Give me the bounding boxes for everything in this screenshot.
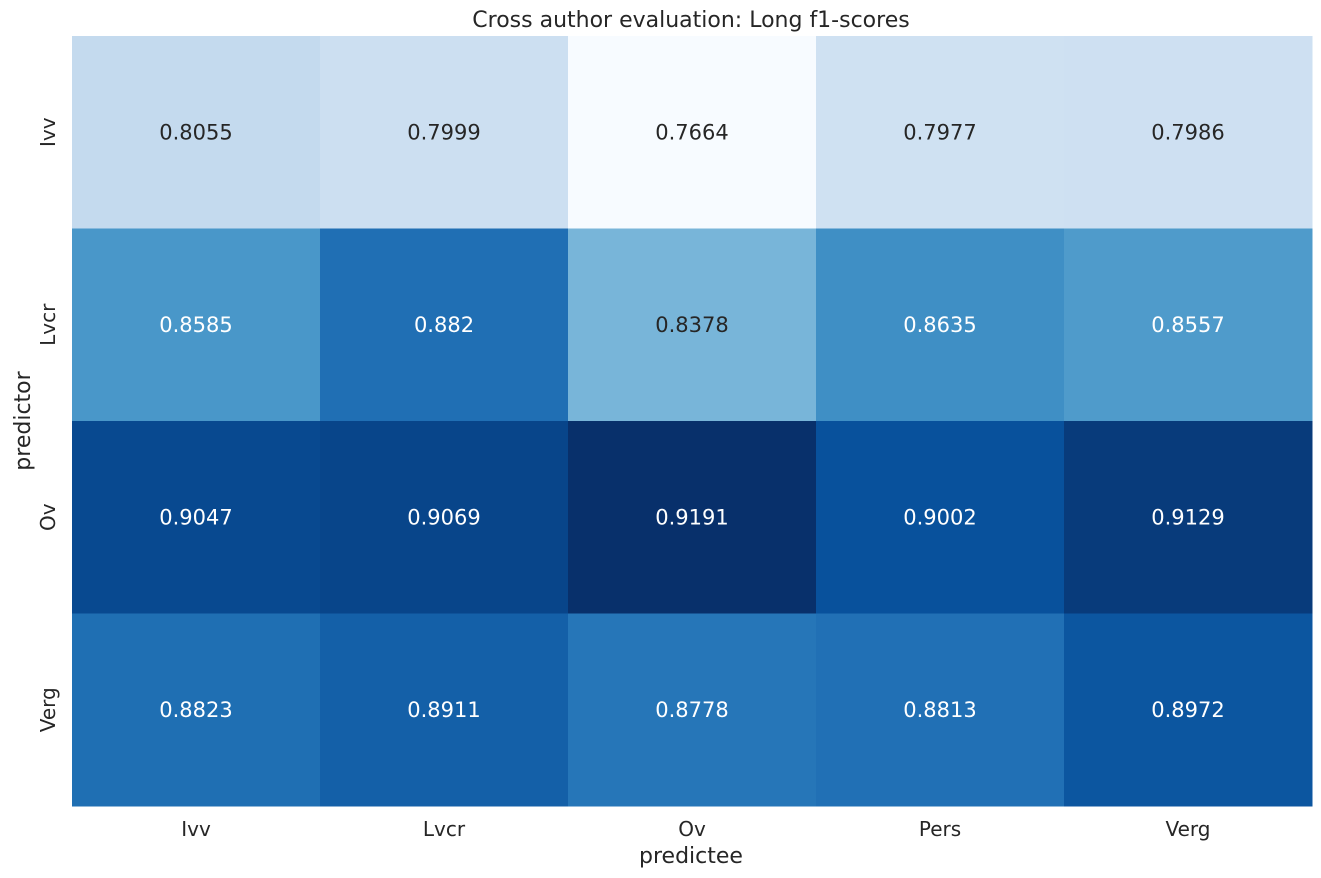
cell-value-label-1-1: 0.882 xyxy=(414,313,474,337)
heatmap-cell-1-3 xyxy=(816,228,1065,422)
cell-value-label-2-0: 0.9047 xyxy=(159,505,232,529)
cell-value-label-2-1: 0.9069 xyxy=(407,505,480,529)
y-tick-label-0: Ivv xyxy=(36,117,60,147)
x-axis-ticks: Ivv Lvcr Ov Pers Verg xyxy=(181,817,1210,841)
y-axis-label: predictor xyxy=(11,370,36,470)
cell-value-label-0-1: 0.7999 xyxy=(407,120,480,144)
heatmap-cell-0-2 xyxy=(568,36,817,229)
x-axis-label: predictee xyxy=(639,844,743,869)
cell-value-label-1-4: 0.8557 xyxy=(1151,313,1224,337)
x-tick-label-4: Verg xyxy=(1166,817,1211,841)
cell-value-label-2-4: 0.9129 xyxy=(1151,505,1224,529)
heatmap-cell-3-2 xyxy=(568,613,817,807)
cell-value-label-3-3: 0.8813 xyxy=(903,698,976,722)
x-tick-label-3: Pers xyxy=(919,817,961,841)
heatmap-cell-2-3 xyxy=(816,421,1065,614)
heatmap-cell-1-2 xyxy=(568,228,817,422)
cell-value-label-3-4: 0.8972 xyxy=(1151,698,1224,722)
y-tick-label-3: Verg xyxy=(36,687,60,732)
cell-value-label-3-1: 0.8911 xyxy=(407,698,480,722)
heatmap-cell-2-1 xyxy=(320,421,569,614)
x-tick-label-2: Ov xyxy=(678,817,706,841)
heatmap-cell-0-4 xyxy=(1064,36,1313,229)
cell-value-label-0-4: 0.7986 xyxy=(1151,120,1224,144)
heatmap-cell-3-0 xyxy=(72,613,321,807)
heatmap-cell-0-1 xyxy=(320,36,569,229)
x-tick-label-0: Ivv xyxy=(181,817,211,841)
y-tick-label-1: Lvcr xyxy=(36,303,60,346)
cell-value-label-3-0: 0.8823 xyxy=(159,698,232,722)
heatmap-cell-2-2 xyxy=(568,421,817,614)
heatmap-cell-0-3 xyxy=(816,36,1065,229)
cell-value-label-1-0: 0.8585 xyxy=(159,313,232,337)
cell-value-label-1-3: 0.8635 xyxy=(903,313,976,337)
y-axis-ticks: Ivv Lvcr Ov Verg xyxy=(36,117,60,732)
heatmap-cell-1-4 xyxy=(1064,228,1313,422)
heatmap-cell-3-4 xyxy=(1064,613,1313,807)
cell-value-label-0-2: 0.7664 xyxy=(655,120,728,144)
heatmap-cell-2-4 xyxy=(1064,421,1313,614)
heatmap-cell-3-3 xyxy=(816,613,1065,807)
heatmap-cell-1-0 xyxy=(72,228,321,422)
heatmap-cell-0-0 xyxy=(72,36,321,229)
y-tick-label-2: Ov xyxy=(36,503,60,531)
x-tick-label-1: Lvcr xyxy=(423,817,466,841)
heatmap-cell-1-1 xyxy=(320,228,569,422)
cell-value-label-0-0: 0.8055 xyxy=(159,120,232,144)
cell-value-label-3-2: 0.8778 xyxy=(655,698,728,722)
cell-value-label-1-2: 0.8378 xyxy=(655,313,728,337)
chart-title: Cross author evaluation: Long f1-scores xyxy=(472,8,909,33)
cell-value-label-2-2: 0.9191 xyxy=(655,505,728,529)
heatmap-cell-2-0 xyxy=(72,421,321,614)
heatmap-cells: 0.8055 0.7999 0.7664 0.7977 0.7986 0.8585 0.88… xyxy=(72,36,1313,807)
heatmap-cell-3-1 xyxy=(320,613,569,807)
cell-value-label-2-3: 0.9002 xyxy=(903,505,976,529)
cell-value-label-0-3: 0.7977 xyxy=(903,120,976,144)
